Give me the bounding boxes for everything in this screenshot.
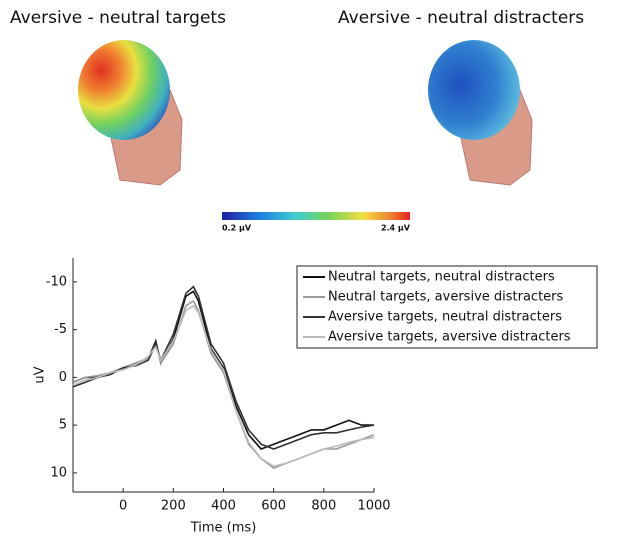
x-tick-label: 1000: [357, 499, 390, 514]
colorbar-label: 0.2 µV: [222, 224, 252, 233]
y-tick-label: 0: [59, 370, 67, 385]
legend-label: Neutral targets, aversive distracters: [328, 290, 564, 305]
x-tick-label: 600: [261, 499, 286, 514]
x-tick-label: 400: [211, 499, 236, 514]
colorbar: [222, 212, 410, 220]
legend-label: Aversive targets, neutral distracters: [328, 310, 562, 325]
x-tick-label: 800: [311, 499, 336, 514]
head: [78, 40, 182, 185]
line-chart: -10 -5 0 5 10 0 200 400 600 800 1000 Time (ms) uV Neu…: [33, 258, 598, 536]
legend-label: Aversive targets, aversive distracters: [328, 330, 571, 345]
x-tick-label: 0: [119, 499, 127, 514]
y-tick-label: -10: [46, 274, 67, 289]
colorbar-label: 2.4 µV: [381, 224, 411, 233]
y-axis-label: uV: [33, 366, 48, 383]
y-tick-label: 5: [59, 418, 67, 433]
map-title: Aversive - neutral distracters: [338, 8, 584, 28]
x-axis-label: Time (ms): [190, 521, 257, 536]
head: [428, 40, 532, 185]
figure: Aversive - neutral targets Aversive - ne…: [0, 0, 628, 538]
y-tick-label: 10: [50, 465, 67, 480]
map-title: Aversive - neutral targets: [10, 8, 226, 28]
x-tick-label: 200: [161, 499, 186, 514]
legend-label: Neutral targets, neutral distracters: [328, 270, 555, 285]
y-tick-label: -5: [54, 322, 67, 337]
